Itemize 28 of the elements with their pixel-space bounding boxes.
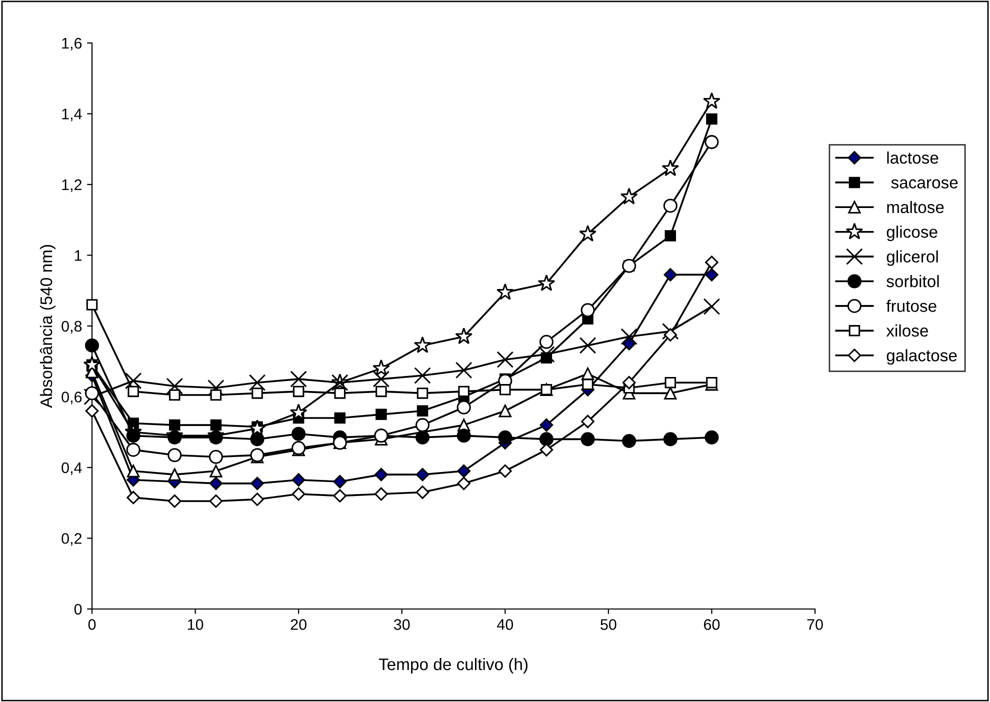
y-tick-label: 0,2 — [62, 533, 82, 546]
y-tick-label: 1 — [74, 250, 82, 261]
x-axis-title: Tempo de cultivo (h) — [378, 658, 528, 674]
legend-label: sorbitol — [886, 275, 939, 288]
y-tick-label: 0,6 — [62, 392, 82, 404]
legend-label: sacarose — [891, 179, 958, 188]
legend-label: xilose — [886, 324, 928, 337]
legend-label: glicose — [886, 226, 938, 242]
x-tick-label: 60 — [704, 619, 720, 630]
legend-label: frutose — [886, 300, 936, 312]
y-tick-label: 1,2 — [62, 179, 82, 192]
legend-label: lactose — [887, 152, 938, 164]
y-tick-label: 0,8 — [62, 320, 82, 334]
x-tick-label: 40 — [497, 619, 514, 630]
x-tick-label: 70 — [807, 619, 823, 630]
legend-label: galactose — [886, 349, 957, 365]
x-tick-label: 30 — [394, 619, 410, 630]
legend-label: glicerol — [886, 250, 938, 266]
y-tick-label: 1,4 — [62, 108, 82, 122]
y-tick-label: 0 — [74, 604, 82, 615]
legend-label: maltose — [887, 200, 944, 214]
x-tick-label: 50 — [600, 619, 616, 630]
x-tick-label: 10 — [188, 619, 204, 630]
y-axis-title: Absorbância (540 nm) — [40, 245, 56, 408]
x-tick-label: 0 — [88, 619, 96, 630]
y-tick-label: 1,6 — [62, 38, 82, 50]
y-tick-label: 0,4 — [62, 462, 82, 475]
x-tick-label: 20 — [290, 619, 306, 630]
